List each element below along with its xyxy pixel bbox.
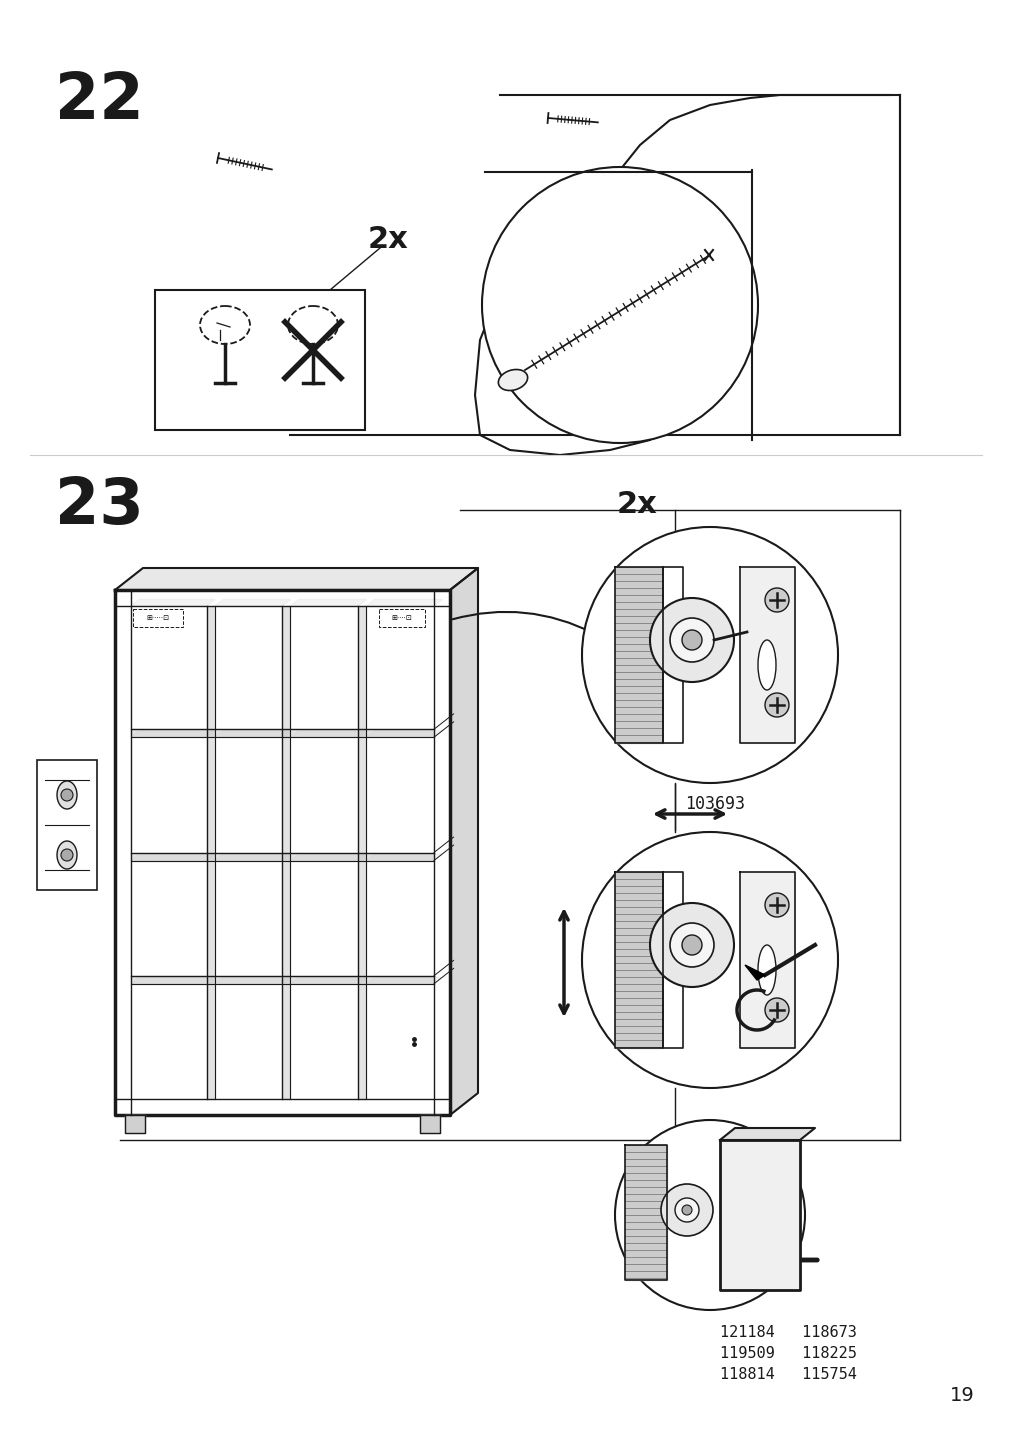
Circle shape	[61, 849, 73, 861]
Bar	[379, 609, 425, 627]
Polygon shape	[214, 730, 290, 737]
Polygon shape	[130, 852, 434, 861]
Polygon shape	[282, 606, 290, 1098]
Circle shape	[764, 894, 789, 916]
Polygon shape	[615, 872, 662, 1048]
Polygon shape	[719, 1140, 800, 1290]
Polygon shape	[744, 965, 764, 979]
Polygon shape	[130, 975, 434, 984]
Polygon shape	[130, 729, 434, 737]
Ellipse shape	[757, 945, 775, 995]
Polygon shape	[662, 567, 682, 743]
Circle shape	[660, 1184, 713, 1236]
Text: 22: 22	[55, 70, 144, 132]
Polygon shape	[450, 569, 477, 1116]
Ellipse shape	[288, 306, 338, 344]
Circle shape	[764, 693, 789, 717]
Circle shape	[681, 935, 702, 955]
Ellipse shape	[497, 369, 527, 391]
Polygon shape	[739, 567, 795, 743]
Circle shape	[649, 904, 733, 987]
Polygon shape	[366, 600, 442, 606]
Ellipse shape	[57, 841, 77, 869]
Polygon shape	[130, 853, 215, 861]
Ellipse shape	[757, 640, 775, 690]
Circle shape	[669, 924, 714, 967]
Polygon shape	[662, 872, 682, 1048]
Polygon shape	[115, 569, 477, 590]
Polygon shape	[290, 977, 366, 984]
Polygon shape	[719, 1128, 814, 1140]
Polygon shape	[206, 606, 214, 1098]
Circle shape	[581, 527, 837, 783]
Polygon shape	[130, 600, 215, 606]
Text: ⊞·····⊡: ⊞·····⊡	[147, 614, 169, 621]
Polygon shape	[615, 567, 662, 743]
Circle shape	[674, 1199, 699, 1221]
Text: 121184   118673
119509   118225
118814   115754: 121184 118673 119509 118225 118814 11575…	[719, 1325, 856, 1382]
Ellipse shape	[200, 306, 250, 344]
Bar	[155, 291, 365, 430]
Polygon shape	[366, 730, 442, 737]
Circle shape	[764, 998, 789, 1022]
Text: 2x: 2x	[368, 225, 408, 253]
Circle shape	[681, 1204, 692, 1214]
Polygon shape	[290, 730, 366, 737]
Circle shape	[481, 168, 757, 442]
Circle shape	[681, 630, 702, 650]
Circle shape	[649, 599, 733, 682]
Text: 23: 23	[55, 475, 144, 537]
Text: 2x: 2x	[617, 490, 657, 518]
Circle shape	[581, 832, 837, 1088]
Text: ⊞····⊡: ⊞····⊡	[391, 614, 411, 621]
Polygon shape	[214, 977, 290, 984]
Polygon shape	[290, 600, 366, 606]
Polygon shape	[625, 1146, 666, 1280]
Polygon shape	[358, 606, 366, 1098]
Text: 19: 19	[949, 1386, 974, 1405]
Polygon shape	[290, 853, 366, 861]
Polygon shape	[214, 853, 290, 861]
Circle shape	[61, 789, 73, 800]
Text: 103693: 103693	[684, 795, 744, 813]
Polygon shape	[130, 730, 215, 737]
Circle shape	[669, 619, 714, 662]
Bar	[132, 609, 183, 627]
Polygon shape	[739, 872, 795, 1048]
Polygon shape	[366, 853, 442, 861]
Ellipse shape	[57, 780, 77, 809]
Polygon shape	[420, 1116, 440, 1133]
Polygon shape	[214, 600, 290, 606]
Circle shape	[764, 589, 789, 611]
Polygon shape	[125, 1116, 145, 1133]
Polygon shape	[115, 590, 450, 1116]
Polygon shape	[130, 977, 215, 984]
Circle shape	[615, 1120, 804, 1310]
Bar	[37, 760, 97, 891]
Polygon shape	[366, 977, 442, 984]
